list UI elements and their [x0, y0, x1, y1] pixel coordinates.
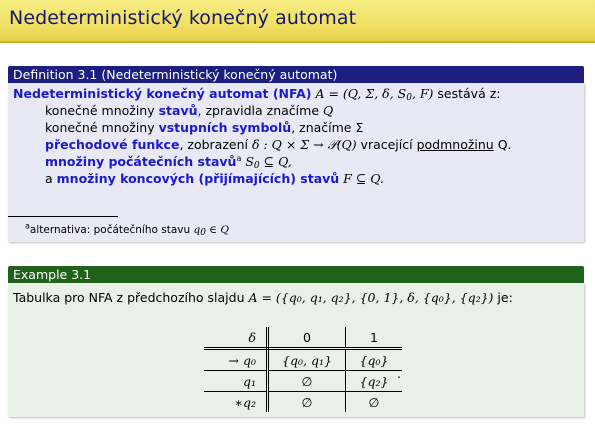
- def-item-transition: přechodové funkce, zobrazení δ : Q × Σ →…: [45, 137, 512, 152]
- table-row: ∗q₂ ∅ ∅: [204, 391, 402, 412]
- lead-rest: sestává z:: [433, 86, 501, 101]
- table-cell: ∅: [368, 394, 380, 410]
- table-cell: 1: [345, 327, 402, 350]
- table-cell: {q₀}: [345, 348, 402, 371]
- table-row: → q₀ {q₀, q₁} {q₀}: [204, 348, 402, 371]
- def-item-symbols: konečné množiny vstupních symbolů, značí…: [45, 120, 364, 135]
- table-row: q₁ ∅ {q₂}: [204, 370, 402, 392]
- table-cell: {q₀, q₁}: [267, 348, 346, 371]
- table-cell: ∅: [267, 391, 346, 412]
- slide-title-bar: Nedeterministický konečný automat: [0, 0, 595, 43]
- footnote-rule: [8, 216, 118, 217]
- footnote: aalternativa: počátečního stavu q0 ∈ Q: [25, 221, 230, 238]
- table-header-row: δ 0 1: [204, 327, 402, 350]
- table-cell: δ: [204, 327, 269, 350]
- term-nfa: Nedeterministický konečný automat (NFA): [13, 86, 312, 101]
- example-body: Tabulka pro NFA z předchozího slajdu A =…: [8, 283, 584, 417]
- table-cell: q₁: [204, 370, 269, 392]
- table-period: .: [397, 366, 401, 381]
- table-cell: {q₂}: [345, 370, 402, 392]
- table-cell: ∗q₂: [204, 391, 269, 412]
- def-item-final: a množiny koncových (přijímajících) stav…: [45, 171, 384, 186]
- transition-table: δ 0 1 → q₀ {q₀, q₁} {q₀} q₁ ∅ {q₂} ∗q₂ ∅…: [204, 327, 402, 412]
- slide-title: Nedeterministický konečný automat: [9, 7, 357, 29]
- tuple-math: A = (Q, Σ, δ, S0, F): [315, 86, 434, 103]
- definition-header: Definition 3.1 (Nedeterministický konečn…: [8, 66, 584, 83]
- table-cell: → q₀: [204, 348, 269, 371]
- example-header: Example 3.1: [8, 266, 584, 283]
- def-item-initial: množiny počátečních stavůa S0 ⊆ Q,: [45, 153, 292, 171]
- example-intro: Tabulka pro NFA z předchozího slajdu A =…: [13, 290, 513, 305]
- def-item-states: konečné množiny stavů, zpravidla značíme…: [45, 103, 334, 118]
- definition-lead: Nedeterministický konečný automat (NFA) …: [13, 86, 501, 103]
- definition-body: Nedeterministický konečný automat (NFA) …: [8, 83, 584, 242]
- table-cell: ∅: [267, 370, 346, 392]
- table-cell: 0: [267, 327, 346, 350]
